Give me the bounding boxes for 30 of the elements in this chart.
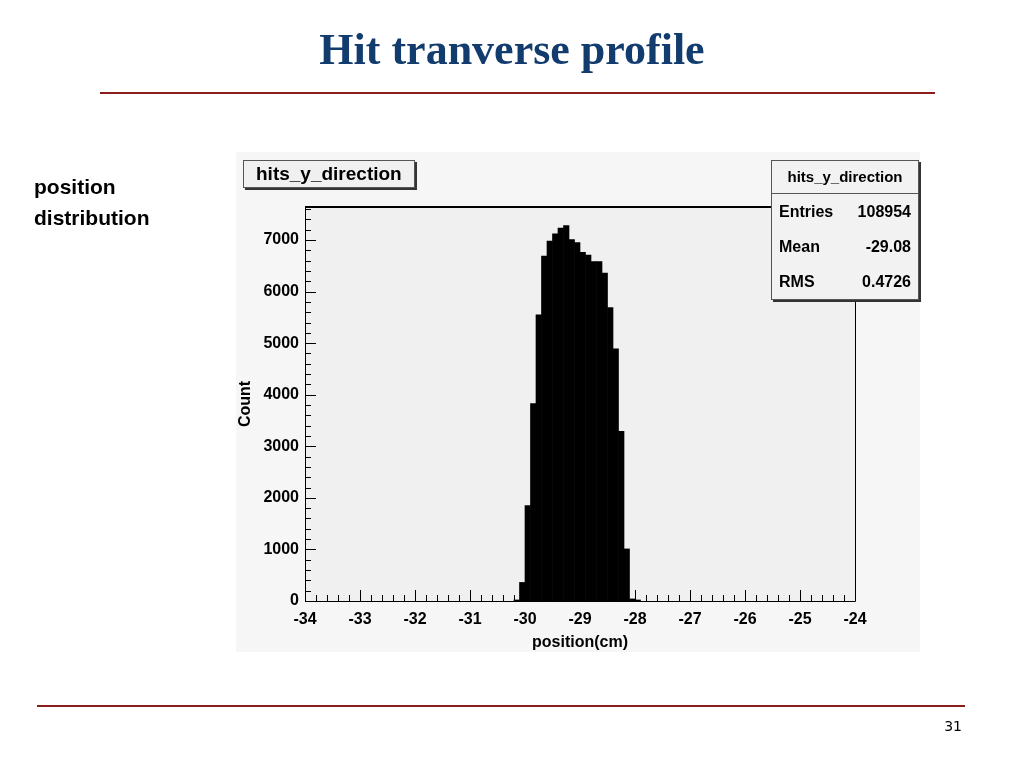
title-box: hits_y_direction: [243, 160, 415, 188]
annotation: Mean -29.08: [778, 237, 912, 257]
y-tick-label: 7000: [263, 230, 300, 248]
y-tick-label: 0: [290, 591, 300, 609]
y-tick-label: 4000: [263, 385, 300, 403]
x-tick-label: -31: [458, 610, 482, 628]
x-tick-label: -32: [403, 610, 427, 628]
chart-subtitle: hits_y_direction: [256, 163, 402, 184]
x-tick-label: -29: [568, 610, 592, 628]
y-tick-label: 2000: [263, 488, 300, 506]
info-box: hits_y_direction Entries 108954 Mean -29.08 RMS 0.4726: [771, 160, 919, 300]
y-tick-label: 1000: [263, 539, 300, 557]
annotation: Entries 108954: [778, 202, 912, 222]
y-axis-title: Count: [236, 380, 254, 428]
y-tick-label: 5000: [263, 333, 300, 351]
x-tick-label: -26: [733, 610, 757, 628]
x-tick-label: -34: [293, 610, 317, 628]
x-tick-label: -27: [678, 610, 702, 628]
text: 31: [944, 718, 962, 734]
y-tick-label: 6000: [263, 281, 300, 299]
annotation: RMS 0.4726: [778, 272, 912, 292]
x-tick-label: -24: [843, 610, 867, 628]
x-tick-label: -25: [788, 610, 812, 628]
x-tick-label: -28: [623, 610, 647, 628]
x-tick-label: -30: [513, 610, 537, 628]
y-tick-label: 3000: [263, 436, 300, 454]
x-tick-label: -33: [348, 610, 372, 628]
text: position distribution: [34, 174, 151, 231]
x-axis-title: position(cm): [532, 632, 628, 650]
chart-title: Hit tranverse profile: [318, 24, 706, 76]
